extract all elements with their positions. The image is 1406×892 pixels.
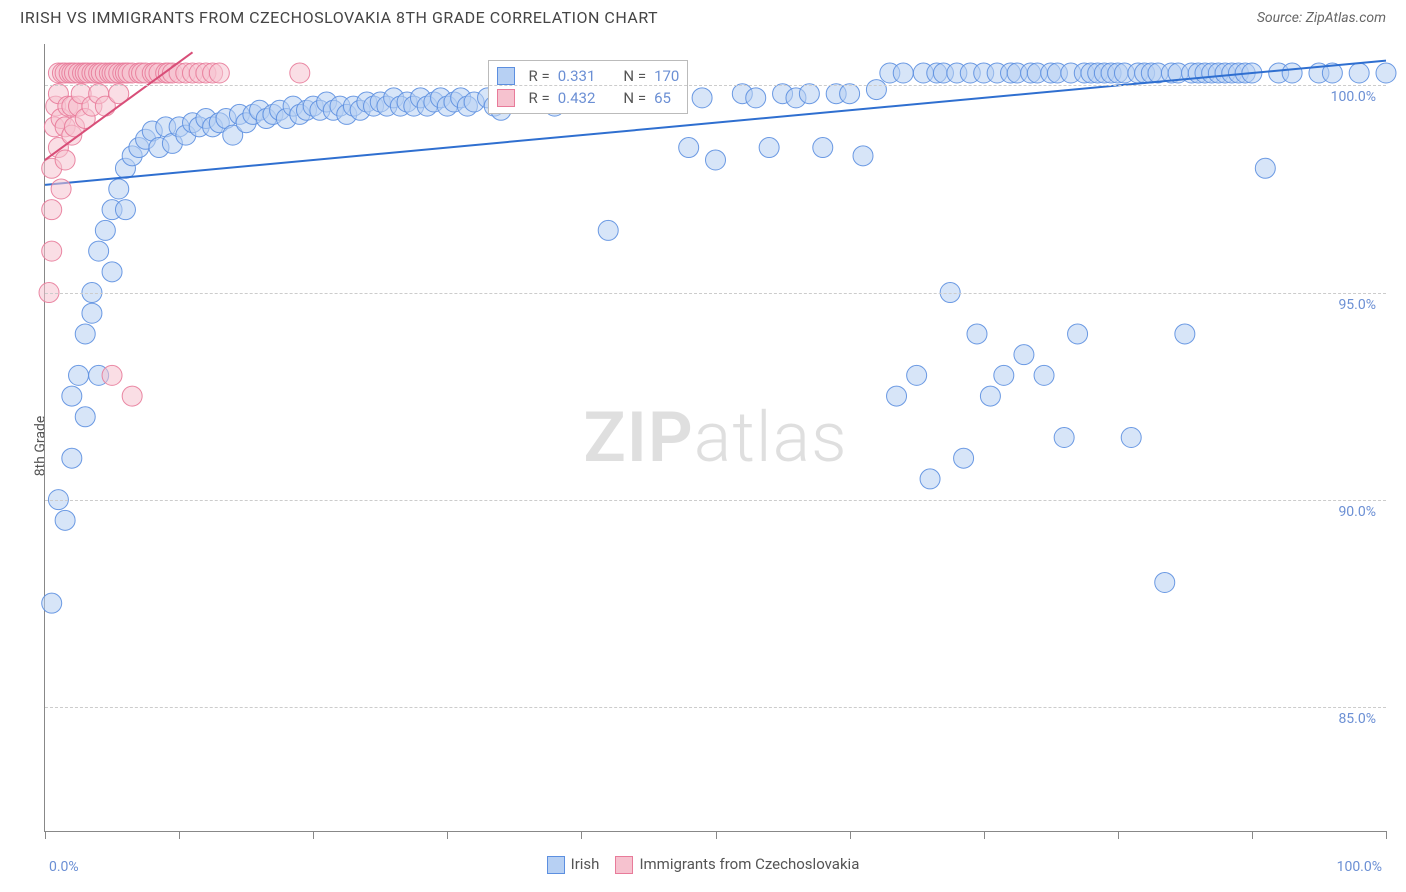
data-point — [1014, 345, 1034, 365]
legend-swatch — [615, 856, 633, 874]
x-tick — [1386, 831, 1387, 839]
data-point — [893, 63, 913, 83]
data-point — [115, 200, 135, 220]
data-point — [866, 80, 886, 100]
data-point — [1349, 63, 1369, 83]
chart-title: IRISH VS IMMIGRANTS FROM CZECHOSLOVAKIA … — [20, 8, 658, 27]
data-point — [1121, 428, 1141, 448]
stats-legend-box: R = 0.331N = 170R = 0.432N = 65 — [488, 60, 689, 114]
data-point — [102, 365, 122, 385]
data-point — [980, 386, 1000, 406]
data-point — [1068, 324, 1088, 344]
r-value: 0.432 — [558, 89, 596, 107]
data-point — [102, 262, 122, 282]
data-point — [75, 324, 95, 344]
data-point — [42, 241, 62, 261]
legend-item: Immigrants from Czechoslovakia — [615, 855, 859, 874]
data-point — [813, 138, 833, 158]
chart-header: IRISH VS IMMIGRANTS FROM CZECHOSLOVAKIA … — [0, 0, 1406, 33]
plot-area: ZIPatlas R = 0.331N = 170R = 0.432N = 65… — [44, 44, 1386, 832]
legend-label: Immigrants from Czechoslovakia — [639, 855, 859, 873]
data-point — [42, 593, 62, 613]
legend-swatch — [497, 89, 515, 107]
data-point — [967, 324, 987, 344]
data-point — [706, 150, 726, 170]
data-point — [692, 88, 712, 108]
x-tick — [984, 831, 985, 839]
x-tick — [716, 831, 717, 839]
grid-line — [45, 707, 1386, 708]
data-point — [759, 138, 779, 158]
data-point — [1376, 63, 1396, 83]
data-point — [679, 138, 699, 158]
grid-line — [45, 85, 1386, 86]
data-point — [75, 407, 95, 427]
data-point — [799, 84, 819, 104]
x-tick — [45, 831, 46, 839]
data-point — [994, 365, 1014, 385]
y-tick-label: 90.0% — [1338, 504, 1376, 520]
data-point — [887, 386, 907, 406]
r-value: 0.331 — [558, 67, 596, 85]
data-point — [122, 386, 142, 406]
y-tick-label: 85.0% — [1338, 711, 1376, 727]
x-tick — [1252, 831, 1253, 839]
scatter-svg — [45, 44, 1386, 831]
chart-source: Source: ZipAtlas.com — [1257, 10, 1386, 26]
legend-item: Irish — [547, 855, 600, 874]
x-tick — [179, 831, 180, 839]
data-point — [95, 220, 115, 240]
data-point — [55, 150, 75, 170]
data-point — [69, 365, 89, 385]
n-value: 65 — [654, 89, 671, 107]
stats-row: R = 0.432N = 65 — [497, 87, 680, 109]
data-point — [1282, 63, 1302, 83]
data-point — [290, 63, 310, 83]
data-point — [1155, 572, 1175, 592]
data-point — [1175, 324, 1195, 344]
data-point — [42, 200, 62, 220]
data-point — [1255, 158, 1275, 178]
data-point — [62, 448, 82, 468]
x-tick — [447, 831, 448, 839]
data-point — [1034, 365, 1054, 385]
grid-line — [45, 500, 1386, 501]
stats-row: R = 0.331N = 170 — [497, 65, 680, 87]
data-point — [209, 63, 229, 83]
data-point — [1054, 428, 1074, 448]
x-tick — [1118, 831, 1119, 839]
x-tick — [581, 831, 582, 839]
bottom-legend: Irish Immigrants from Czechoslovakia — [0, 855, 1406, 874]
data-point — [746, 88, 766, 108]
data-point — [920, 469, 940, 489]
x-tick — [850, 831, 851, 839]
data-point — [840, 84, 860, 104]
y-tick-label: 95.0% — [1338, 297, 1376, 313]
data-point — [51, 179, 71, 199]
data-point — [853, 146, 873, 166]
y-tick-label: 100.0% — [1331, 89, 1376, 105]
legend-swatch — [497, 67, 515, 85]
data-point — [907, 365, 927, 385]
grid-line — [45, 293, 1386, 294]
data-point — [82, 303, 102, 323]
legend-label: Irish — [571, 855, 600, 873]
data-point — [954, 448, 974, 468]
data-point — [55, 510, 75, 530]
legend-swatch — [547, 856, 565, 874]
data-point — [62, 386, 82, 406]
n-value: 170 — [654, 67, 679, 85]
data-point — [598, 220, 618, 240]
data-point — [109, 179, 129, 199]
data-point — [89, 241, 109, 261]
x-tick — [313, 831, 314, 839]
